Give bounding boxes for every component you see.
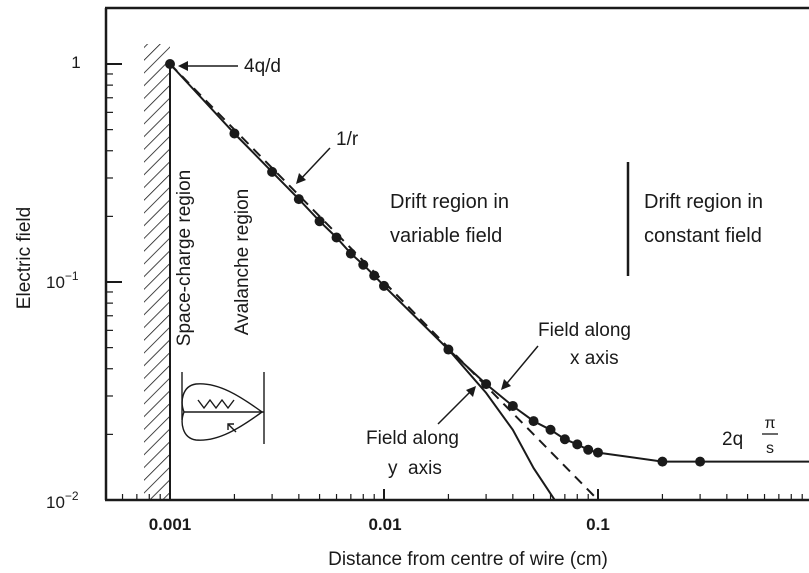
drift-variable-line1: Drift region in [390,191,509,213]
one-over-r-label: 1/r [336,129,359,150]
data-point [657,456,668,467]
pi-symbol: π [764,415,775,432]
drift-variable-line2: variable field [390,225,502,247]
field-x-arrow [502,345,539,389]
field-y-line1: Field along [366,428,459,449]
y-tick-label-2: 10−2 [46,489,79,512]
data-point [572,439,583,450]
data-point [229,128,240,139]
data-point [165,59,175,69]
data-point [593,447,603,458]
data-point [559,434,570,445]
field-x-line1: Field along [538,320,631,341]
avalanche-label: Avalanche region [232,189,253,335]
data-point [345,248,356,259]
data-point [695,456,706,467]
field-y-line2: y axis [388,458,442,479]
data-point [481,379,492,390]
y-axis-title: Electric field [14,207,35,309]
space-charge-hatch [144,44,170,500]
space-charge-label: Space-charge region [174,170,195,346]
y-tick-label-0: 1 [71,53,80,72]
four-q-d-label: 4q/d [244,56,281,77]
one-over-r-arrowhead [296,173,306,184]
data-point [369,270,380,281]
y-tick-label-1: 10−1 [46,269,79,292]
data-point [583,444,594,455]
drift-constant-line1: Drift region in [644,191,763,213]
data-point [379,280,389,291]
data-point [314,216,325,227]
field-x-line2: x axis [570,348,619,369]
field-y-arrowhead [466,386,476,397]
drift-constant-line2: constant field [644,225,762,247]
data-point [545,424,556,435]
series-field-along-x-line [169,63,809,463]
x-tick-label-2: 0.1 [586,515,610,534]
data-point [443,344,454,355]
series-markers [165,59,706,467]
data-point [331,232,342,243]
avalanche-drop-icon [181,372,265,444]
field-x-arrowhead [501,379,511,390]
four-q-d-arrowhead [178,61,188,71]
series-field-along-y-line [447,348,556,500]
data-point [507,400,518,411]
one-over-r-arrow [297,147,331,183]
field-y-arrow [437,387,475,425]
data-point [358,259,369,270]
two-q-label: 2q [722,429,743,450]
data-point [293,194,304,205]
data-point [267,166,278,177]
x-tick-label-0: 0.001 [149,515,192,534]
x-tick-label-1: 0.01 [368,515,401,534]
x-axis-title: Distance from centre of wire (cm) [328,549,608,570]
series-lines [169,63,809,500]
s-symbol: s [766,440,774,457]
data-point [528,416,539,427]
